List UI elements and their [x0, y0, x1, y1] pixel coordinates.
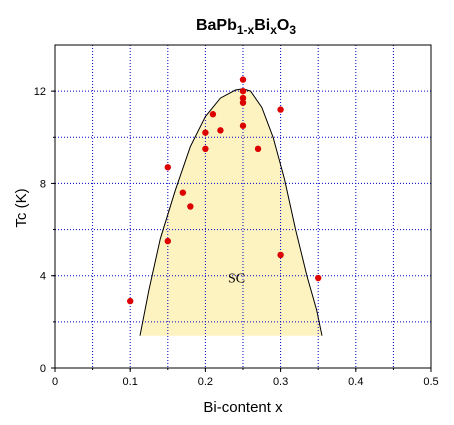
- data-point: [127, 297, 134, 305]
- data-point: [277, 106, 284, 113]
- data-point: [254, 145, 262, 153]
- plot-area: 0 0.1 0.2 0.3 0.4 0.5 0 4 8 12 SC: [34, 44, 439, 388]
- data-point: [239, 76, 247, 83]
- title-mid: Bi: [254, 17, 270, 34]
- x-tick-label: 0.3: [273, 376, 288, 388]
- data-point: [315, 274, 322, 282]
- data-point: [239, 122, 247, 129]
- chart-title: BaPb1-xBixO3: [196, 17, 296, 37]
- data-point: [202, 129, 209, 136]
- y-tick-label: 0: [40, 363, 46, 375]
- data-point: [209, 111, 217, 118]
- data-point: [164, 164, 171, 171]
- data-point: [202, 145, 209, 153]
- x-tick-label: 0.4: [348, 376, 363, 388]
- data-point: [239, 99, 247, 106]
- y-tick-label: 12: [34, 86, 46, 98]
- x-tick-label: 0.1: [123, 376, 138, 388]
- x-tick-label: 0.5: [423, 376, 438, 388]
- title-base: BaPb: [196, 17, 237, 34]
- title-sub2: x: [270, 23, 277, 37]
- data-point: [277, 251, 284, 259]
- title-sub1: 1-x: [237, 23, 255, 37]
- title-end: O: [277, 17, 289, 34]
- data-point: [217, 127, 224, 134]
- sc-region-fill: [140, 88, 322, 336]
- y-tick-label: 8: [40, 178, 46, 190]
- x-tick-label: 0.2: [198, 376, 213, 388]
- y-axis-label: Tc (K): [13, 188, 30, 227]
- data-point: [179, 189, 187, 196]
- data-point: [239, 87, 247, 95]
- title-sub3: 3: [289, 23, 296, 37]
- data-point: [164, 237, 171, 245]
- data-point: [187, 203, 194, 210]
- x-axis-label: Bi-content x: [203, 399, 283, 416]
- y-tick-label: 4: [40, 271, 46, 283]
- x-tick-label: 0: [52, 376, 58, 388]
- data-point: [239, 94, 247, 102]
- sc-annotation: SC: [228, 272, 245, 287]
